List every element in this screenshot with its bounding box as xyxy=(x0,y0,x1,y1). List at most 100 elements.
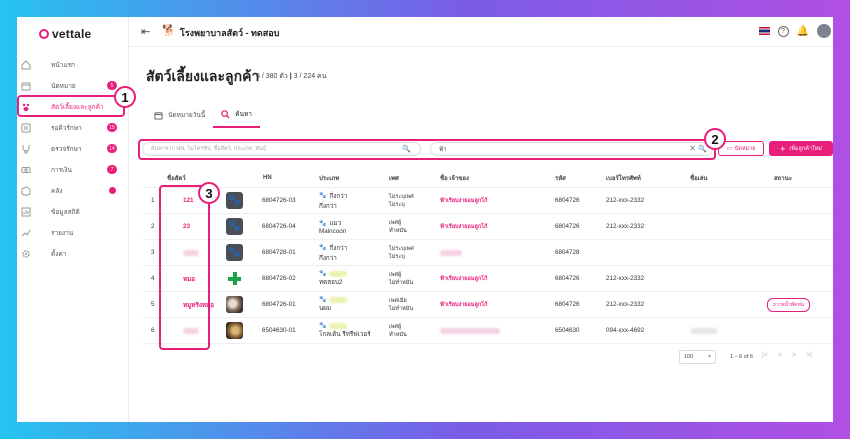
tab-today-appointments[interactable]: นัดหมายวันนี้ xyxy=(146,105,213,128)
species-name: กึ่งกว่า xyxy=(329,244,348,252)
first-page-icon[interactable]: |< xyxy=(762,352,768,359)
sex: เพศผู้ xyxy=(389,323,402,330)
neuter-status: ไม่ทำหมัน xyxy=(389,279,414,286)
pet-photo-cell xyxy=(226,318,243,343)
step-marker-1: 1 xyxy=(114,86,136,108)
sidebar-item-6[interactable]: คลัง xyxy=(17,180,129,201)
table-row[interactable]: 4 หมอ 6804726-02 🐾 ทดสอบ2 เพศผู้ ไม่ทำหมัน ฟ้าเ… xyxy=(142,266,833,292)
col-pet-name[interactable]: ชื่อสัตว์ xyxy=(167,175,186,182)
next-page-icon[interactable]: > xyxy=(792,352,797,359)
pet-name-cell[interactable] xyxy=(183,318,199,343)
owner-cell[interactable]: ฟ้าเรียบง่ายอมลูกโก้ xyxy=(440,188,487,213)
collapse-sidebar-icon[interactable]: ⇤ xyxy=(141,26,151,38)
owner-link[interactable]: ฟ้าเรียบง่ายอมลูกโก้ xyxy=(440,197,488,204)
phone-cell: 212-xxx-2332 xyxy=(606,197,645,204)
queue-icon xyxy=(21,123,31,133)
sidebar-item-2[interactable]: สัตว์เลี้ยงและลูกค้า xyxy=(17,96,129,117)
sex-cell: เพศผู้ ทำหมัน xyxy=(389,214,407,239)
pet-name-link[interactable]: หมอ xyxy=(183,275,196,283)
sidebar: vettale หน้าแรก นัดหมาย 5 สัตว์เลี้ยงและลูก… xyxy=(17,17,129,422)
col-code[interactable]: รหัส xyxy=(555,175,566,182)
owner-cell[interactable] xyxy=(440,318,500,343)
species-line: 🐾 กึ่งกว่า xyxy=(319,191,347,201)
species-cell: 🐾 แมว Maincoon xyxy=(319,214,346,239)
hn-cell: 6804726-02 xyxy=(262,275,296,282)
sidebar-item-label: ตั้งค่า xyxy=(51,250,67,258)
sidebar-item-1[interactable]: นัดหมาย 5 xyxy=(17,75,129,96)
sex-cell: เพศเมีย ไม่ทำหมัน xyxy=(389,292,413,317)
table-body: 1 121 🐾 6804726-03 🐾 กึ่งกว่า กึ่งกว่า ไม่ระบุเ… xyxy=(142,188,833,344)
last-page-icon[interactable]: >| xyxy=(806,352,812,359)
pet-name-cell[interactable] xyxy=(183,240,199,265)
species-cell: 🐾 ทดสอบ2 xyxy=(319,266,348,291)
row-number: 4 xyxy=(151,275,155,282)
paw-icon: 🐾 xyxy=(228,195,241,206)
page-size-select[interactable]: 100 ▼ xyxy=(679,350,716,364)
sidebar-item-5[interactable]: การเงิน 7 xyxy=(17,159,129,180)
medical-cross-icon xyxy=(228,272,241,285)
filter-input[interactable]: ฟ้า ✕ 🔍 xyxy=(430,142,713,156)
col-species[interactable]: ประเภท xyxy=(319,175,340,182)
col-sex[interactable]: เพศ xyxy=(389,175,399,182)
search-input[interactable]: ค้นหาจาก HN, ไมโครชิป, ชื่อสัตว์, ประเภท… xyxy=(142,142,421,156)
phone-cell: 212-xxx-2332 xyxy=(606,301,645,308)
sidebar-item-8[interactable]: รายงาน xyxy=(17,222,129,243)
pet-photo xyxy=(226,296,243,313)
tab-search[interactable]: ค้นหา xyxy=(213,105,260,128)
owner-link[interactable]: ฟ้าเรียบง่ายอมลูกโก้ xyxy=(440,275,488,282)
table-row[interactable]: 3 🐾 6804728-01 🐾 กึ่งกว่า กึ่งกว่า ไม่ระบุเพศไ… xyxy=(142,240,833,266)
col-owner[interactable]: ชื่อ เจ้าของ xyxy=(440,175,469,182)
clear-icon[interactable]: ✕ xyxy=(689,144,696,153)
sidebar-item-4[interactable]: ตรวจรักษา 14 xyxy=(17,138,129,159)
breed: นผม xyxy=(319,305,332,312)
col-status[interactable]: สถานะ xyxy=(774,175,792,182)
sex-cell: เพศผู้ ทำหมัน xyxy=(389,318,407,343)
search-icon[interactable]: 🔍 xyxy=(402,146,411,153)
owner-cell[interactable]: ฟ้าเรียบง่ายอมลูกโก้ xyxy=(440,266,487,291)
owner-cell[interactable] xyxy=(440,240,462,265)
sidebar-item-0[interactable]: หน้าแรก xyxy=(17,54,129,75)
sidebar-item-9[interactable]: ตั้งค่า xyxy=(17,243,129,264)
breed: ทดสอบ2 xyxy=(319,279,343,286)
species-line: 🐾 xyxy=(319,322,371,329)
owner-link[interactable]: ฟ้าเรียบง่ายอมลูกโก้ xyxy=(440,223,488,230)
species-name: กึ่งกว่า xyxy=(329,192,348,200)
table-row[interactable]: 6 6504630-01 🐾 โกลเด้น รีทรีฟเวอร์ เพศผู้ ทำห… xyxy=(142,318,833,344)
add-customer-button[interactable]: + เพิ่มลูกค้าใหม่ xyxy=(769,141,833,156)
gear-icon xyxy=(21,249,31,259)
pet-name-link[interactable]: 23 xyxy=(183,223,191,230)
tab-label: นัดหมายวันนี้ xyxy=(168,112,206,119)
bell-icon[interactable]: 🔔 xyxy=(796,25,809,37)
table-row[interactable]: 2 23 🐾 6804726-04 🐾 แมว Maincoon เพศผู้ ทำหมัน ฟ้… xyxy=(142,214,833,240)
col-phone[interactable]: เบอร์โทรศัพท์ xyxy=(606,175,641,182)
pet-name-cell[interactable]: หมอ xyxy=(183,266,195,291)
owner-cell[interactable]: ฟ้าเรียบง่ายอมลูกโก้ xyxy=(440,214,487,239)
table-row[interactable]: 5 หมูหริงหมอ 6804726-01 🐾 นผม เพศเมีย ไม่ทำหมั… xyxy=(142,292,833,318)
col-nickname[interactable]: ชื่อเล่น xyxy=(690,175,708,182)
pet-name-cell[interactable]: หมูหริงหมอ xyxy=(183,292,214,317)
thai-flag-icon[interactable] xyxy=(758,27,770,35)
status-badge[interactable]: ถวายน้ำพัดทน xyxy=(767,297,811,312)
sidebar-item-3[interactable]: รอคิวรักษา 15 xyxy=(17,117,129,138)
help-icon[interactable]: ? xyxy=(777,25,789,37)
pet-name-link[interactable]: หมูหริงหมอ xyxy=(183,301,214,309)
pet-photo xyxy=(226,322,243,339)
prev-page-icon[interactable]: < xyxy=(777,352,782,359)
search-icon[interactable]: 🔍 xyxy=(698,146,707,153)
stethoscope-icon xyxy=(21,144,31,154)
count-badge: 7 xyxy=(107,165,117,174)
owner-link[interactable]: ฟ้าเรียบง่ายอมลูกโก้ xyxy=(440,301,488,308)
pet-name-link[interactable]: 121 xyxy=(183,197,194,204)
sex: ไม่ระบุเพศ xyxy=(389,245,414,252)
species-icon: 🐾 xyxy=(319,220,327,227)
species-cell: 🐾 โกลเด้น รีทรีฟเวอร์ xyxy=(319,318,371,343)
pet-name-cell[interactable]: 23 xyxy=(183,214,190,239)
sidebar-item-7[interactable]: ข้อมูลสถิติ xyxy=(17,201,129,222)
avatar[interactable] xyxy=(817,24,831,38)
logo[interactable]: vettale xyxy=(39,27,91,41)
pet-photo-cell: 🐾 xyxy=(226,214,243,239)
table-row[interactable]: 1 121 🐾 6804726-03 🐾 กึ่งกว่า กึ่งกว่า ไม่ระบุเ… xyxy=(142,188,833,214)
pet-name-cell[interactable]: 121 xyxy=(183,188,194,213)
owner-cell[interactable]: ฟ้าเรียบง่ายอมลูกโก้ xyxy=(440,292,487,317)
col-hn[interactable]: HN xyxy=(263,174,272,181)
